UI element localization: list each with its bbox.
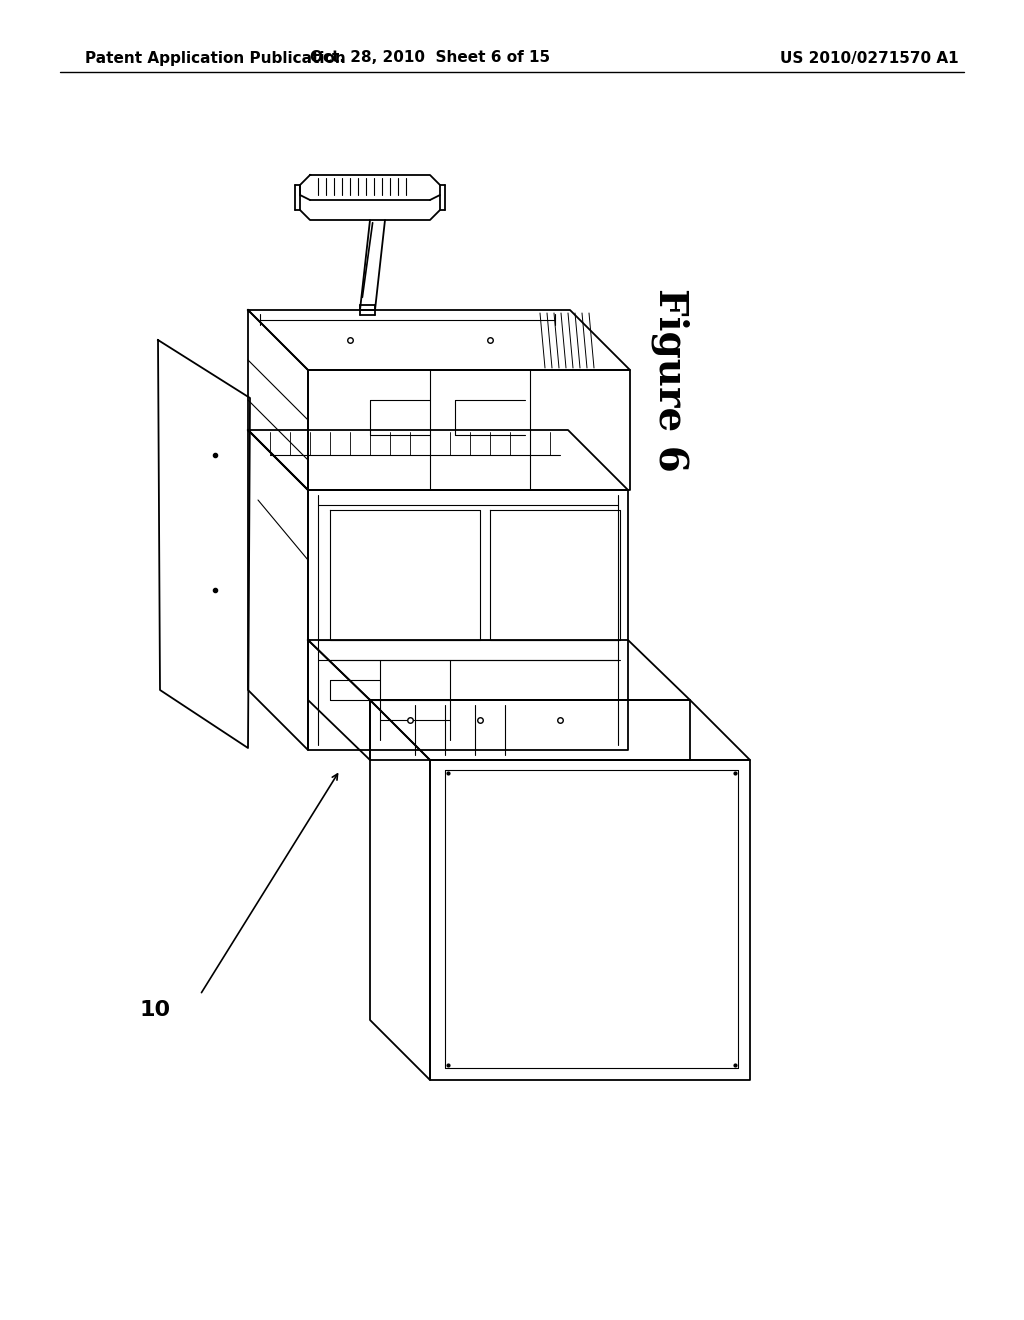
Text: US 2010/0271570 A1: US 2010/0271570 A1	[780, 50, 958, 66]
Text: 10: 10	[139, 1001, 171, 1020]
Text: Oct. 28, 2010  Sheet 6 of 15: Oct. 28, 2010 Sheet 6 of 15	[310, 50, 550, 66]
Text: Figure 6: Figure 6	[650, 288, 689, 473]
Text: Patent Application Publication: Patent Application Publication	[85, 50, 346, 66]
